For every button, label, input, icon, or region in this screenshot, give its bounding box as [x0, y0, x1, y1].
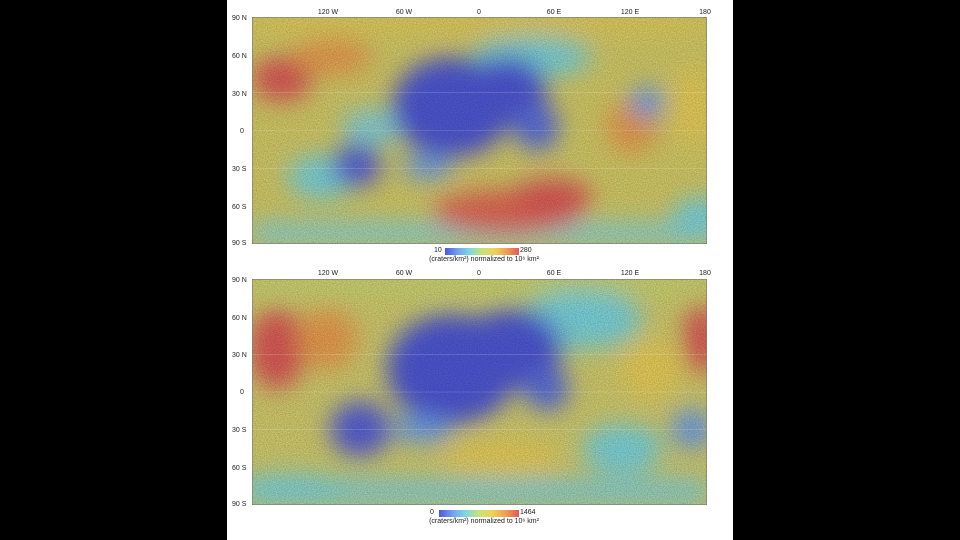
latitude-label: 90 S: [232, 501, 247, 508]
latitude-label: 30 S: [232, 427, 247, 434]
latitude-label: 90 N: [232, 277, 247, 284]
crater-density-map-b: [252, 279, 707, 505]
longitude-label: 120 W: [317, 9, 339, 16]
longitude-label: 180: [699, 9, 711, 16]
colorbar-max: 1464: [520, 509, 536, 516]
latitude-label: 60 N: [232, 53, 247, 60]
latitude-label: 0: [240, 128, 244, 135]
longitude-label: 120 W: [317, 270, 339, 277]
latitude-label: 0: [240, 389, 244, 396]
latitude-label: 90 S: [232, 240, 247, 247]
colorbar-a: [445, 248, 519, 255]
latitude-label: 90 N: [232, 15, 247, 22]
latitude-label: 30 N: [232, 91, 247, 98]
latitude-label: 60 S: [232, 465, 247, 472]
latitude-label: 60 S: [232, 204, 247, 211]
crater-density-map-a: [252, 17, 707, 244]
longitude-label: 60 W: [395, 270, 413, 277]
latitude-label: 30 N: [232, 352, 247, 359]
longitude-label: 0: [477, 9, 481, 16]
colorbar-caption: (craters/km²) normalized to 10⁶ km²: [429, 518, 539, 525]
colorbar-max: 280: [520, 247, 532, 254]
colorbar-caption: (craters/km²) normalized to 10⁶ km²: [429, 256, 539, 263]
longitude-label: 60 E: [546, 270, 562, 277]
colorbar-min: 10: [434, 247, 442, 254]
longitude-label: 0: [477, 270, 481, 277]
longitude-label: 120 E: [620, 9, 640, 16]
longitude-label: 60 E: [546, 9, 562, 16]
longitude-label: 180: [699, 270, 711, 277]
colorbar-b: [439, 510, 519, 517]
longitude-label: 60 W: [395, 9, 413, 16]
colorbar-min: 0: [430, 509, 434, 516]
latitude-label: 30 S: [232, 166, 247, 173]
figure-page: a 120 W 60 W 0 60 E 120 E 180 90 N 60 N …: [227, 0, 733, 540]
latitude-label: 60 N: [232, 315, 247, 322]
longitude-label: 120 E: [620, 270, 640, 277]
